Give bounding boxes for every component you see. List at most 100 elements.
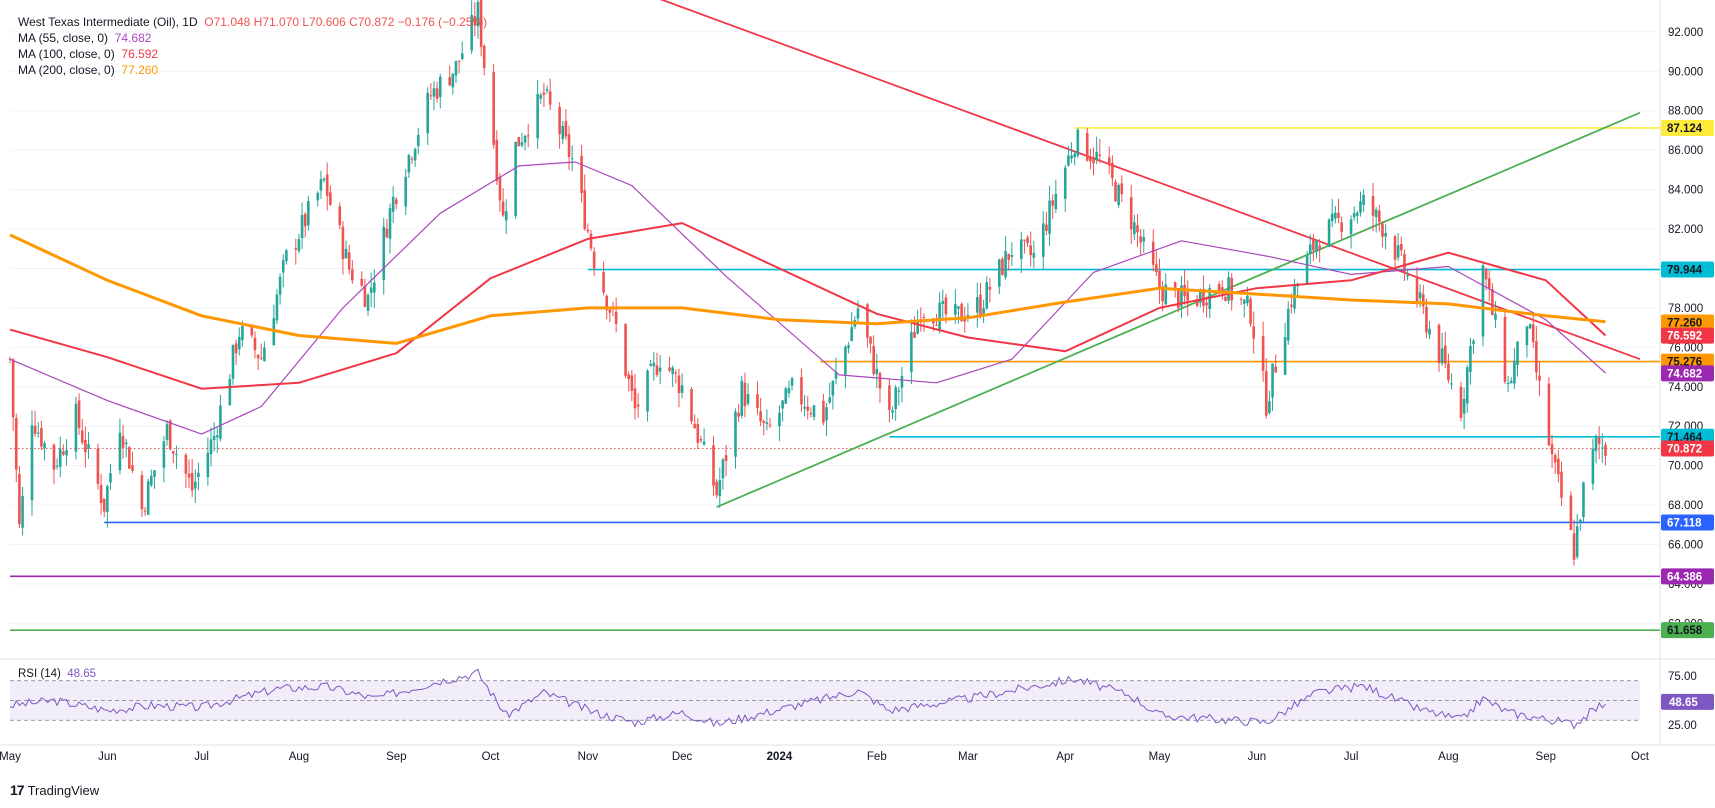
candle-body	[699, 439, 703, 441]
time-axis[interactable]: May Jun Jul Aug Sep Oct Nov Dec 2024 Feb Mar Apr May…	[0, 744, 1715, 763]
candle-body	[473, 16, 477, 26]
candle-body	[888, 385, 891, 411]
candle-body	[153, 470, 156, 477]
legend-ma100-row[interactable]: MA (100, close, 0) 76.592	[18, 46, 487, 62]
tradingview-brand[interactable]: 17 TradingView	[10, 782, 99, 798]
candle-body	[33, 425, 37, 434]
candle-body	[982, 308, 985, 315]
candle-body	[43, 443, 46, 449]
time-tick-label: May	[0, 751, 21, 763]
candle-body	[668, 367, 671, 371]
candle-body	[1290, 304, 1293, 307]
candle-body	[369, 287, 373, 294]
candle-body	[1362, 194, 1365, 205]
candle-body	[307, 200, 310, 226]
candle-body	[351, 269, 354, 281]
candle-body	[1597, 437, 1601, 444]
candle-body	[721, 459, 725, 479]
candle-body	[1418, 292, 1422, 299]
price-label-tag	[1661, 440, 1714, 457]
candle-body	[319, 179, 323, 191]
candle-body	[589, 233, 593, 249]
legend-symbol-row[interactable]: West Texas Intermediate (Oil), 1D O71.04…	[18, 14, 487, 30]
candle-body	[259, 357, 263, 359]
candle-body	[677, 375, 681, 394]
candle-body	[1186, 291, 1190, 301]
candle-body	[1164, 284, 1168, 305]
candle-body	[275, 294, 279, 321]
candle-body	[253, 337, 257, 351]
candle-body	[52, 444, 56, 470]
candle-body	[1550, 444, 1554, 455]
candle-body	[1019, 239, 1023, 259]
legend-ma200-row[interactable]: MA (200, close, 0) 77.260	[18, 62, 487, 78]
candle-body	[1572, 533, 1576, 560]
candle-body	[724, 455, 728, 461]
candle-body	[206, 452, 210, 478]
candle-body	[1041, 223, 1045, 257]
rsi-legend[interactable]: RSI (14) 48.65	[18, 668, 96, 680]
candle-body	[536, 93, 539, 139]
time-tick-label: Jun	[98, 751, 117, 763]
candle-body	[1400, 243, 1403, 251]
candle-body	[1503, 316, 1507, 382]
candle-body	[382, 226, 386, 281]
candle-body	[448, 77, 451, 86]
candle-body	[1403, 254, 1406, 273]
candle-body	[413, 149, 417, 161]
time-tick-label: Aug	[289, 751, 309, 763]
price-label-text: 77.260	[1667, 317, 1702, 329]
candle-body	[746, 394, 750, 404]
candle-body	[1264, 371, 1268, 416]
candle-body	[215, 435, 219, 438]
price-label-text: 70.872	[1667, 443, 1702, 455]
candle-body	[781, 400, 784, 409]
brand-name: TradingView	[27, 782, 100, 798]
candle-body	[1547, 383, 1551, 446]
legend-ma55-row[interactable]: MA (55, close, 0) 74.682	[18, 30, 487, 46]
candle-body	[652, 362, 656, 367]
candle-body	[1173, 282, 1177, 288]
candle-body	[1001, 258, 1004, 275]
candle-body	[998, 259, 1001, 287]
candle-body	[633, 388, 637, 409]
candle-body	[743, 382, 747, 407]
candle-body	[1023, 239, 1026, 241]
candle-body	[1139, 236, 1142, 243]
candle-body	[1239, 298, 1243, 300]
price-label-tag	[1661, 261, 1714, 278]
price-label-text: 61.658	[1667, 625, 1703, 637]
candle-body	[1249, 298, 1252, 325]
candle-body	[1070, 155, 1073, 159]
candle-body	[825, 407, 828, 421]
rsi-line	[9, 668, 1606, 730]
candle-body	[190, 472, 194, 491]
candle-body	[1443, 345, 1447, 364]
candle-body	[99, 484, 103, 504]
rsi-value-text: 48.65	[1669, 697, 1698, 709]
candle-body	[1308, 244, 1312, 254]
moving-average-line	[9, 233, 1606, 345]
candle-body	[1318, 245, 1321, 250]
candle-body	[197, 472, 200, 477]
candle-body	[300, 214, 304, 238]
candle-body	[702, 441, 706, 445]
candle-body	[614, 311, 618, 324]
candle-body	[1133, 222, 1136, 235]
price-axis[interactable]: 62.00064.00066.00068.00070.00072.00074.0…	[1661, 27, 1714, 732]
candle-body	[856, 308, 860, 319]
candle-body	[847, 345, 850, 349]
candle-body	[737, 413, 740, 417]
candle-body	[1594, 436, 1598, 452]
candle-body	[8, 358, 12, 360]
candle-body	[1117, 184, 1120, 205]
candle-body	[432, 88, 436, 97]
candle-body	[18, 473, 21, 525]
candle-body	[1491, 289, 1494, 316]
candle-body	[1425, 306, 1428, 333]
tradingview-logo-icon: 17	[10, 782, 25, 798]
candle-body	[1437, 325, 1441, 363]
candle-body	[922, 316, 926, 318]
candle-body	[1283, 337, 1287, 375]
